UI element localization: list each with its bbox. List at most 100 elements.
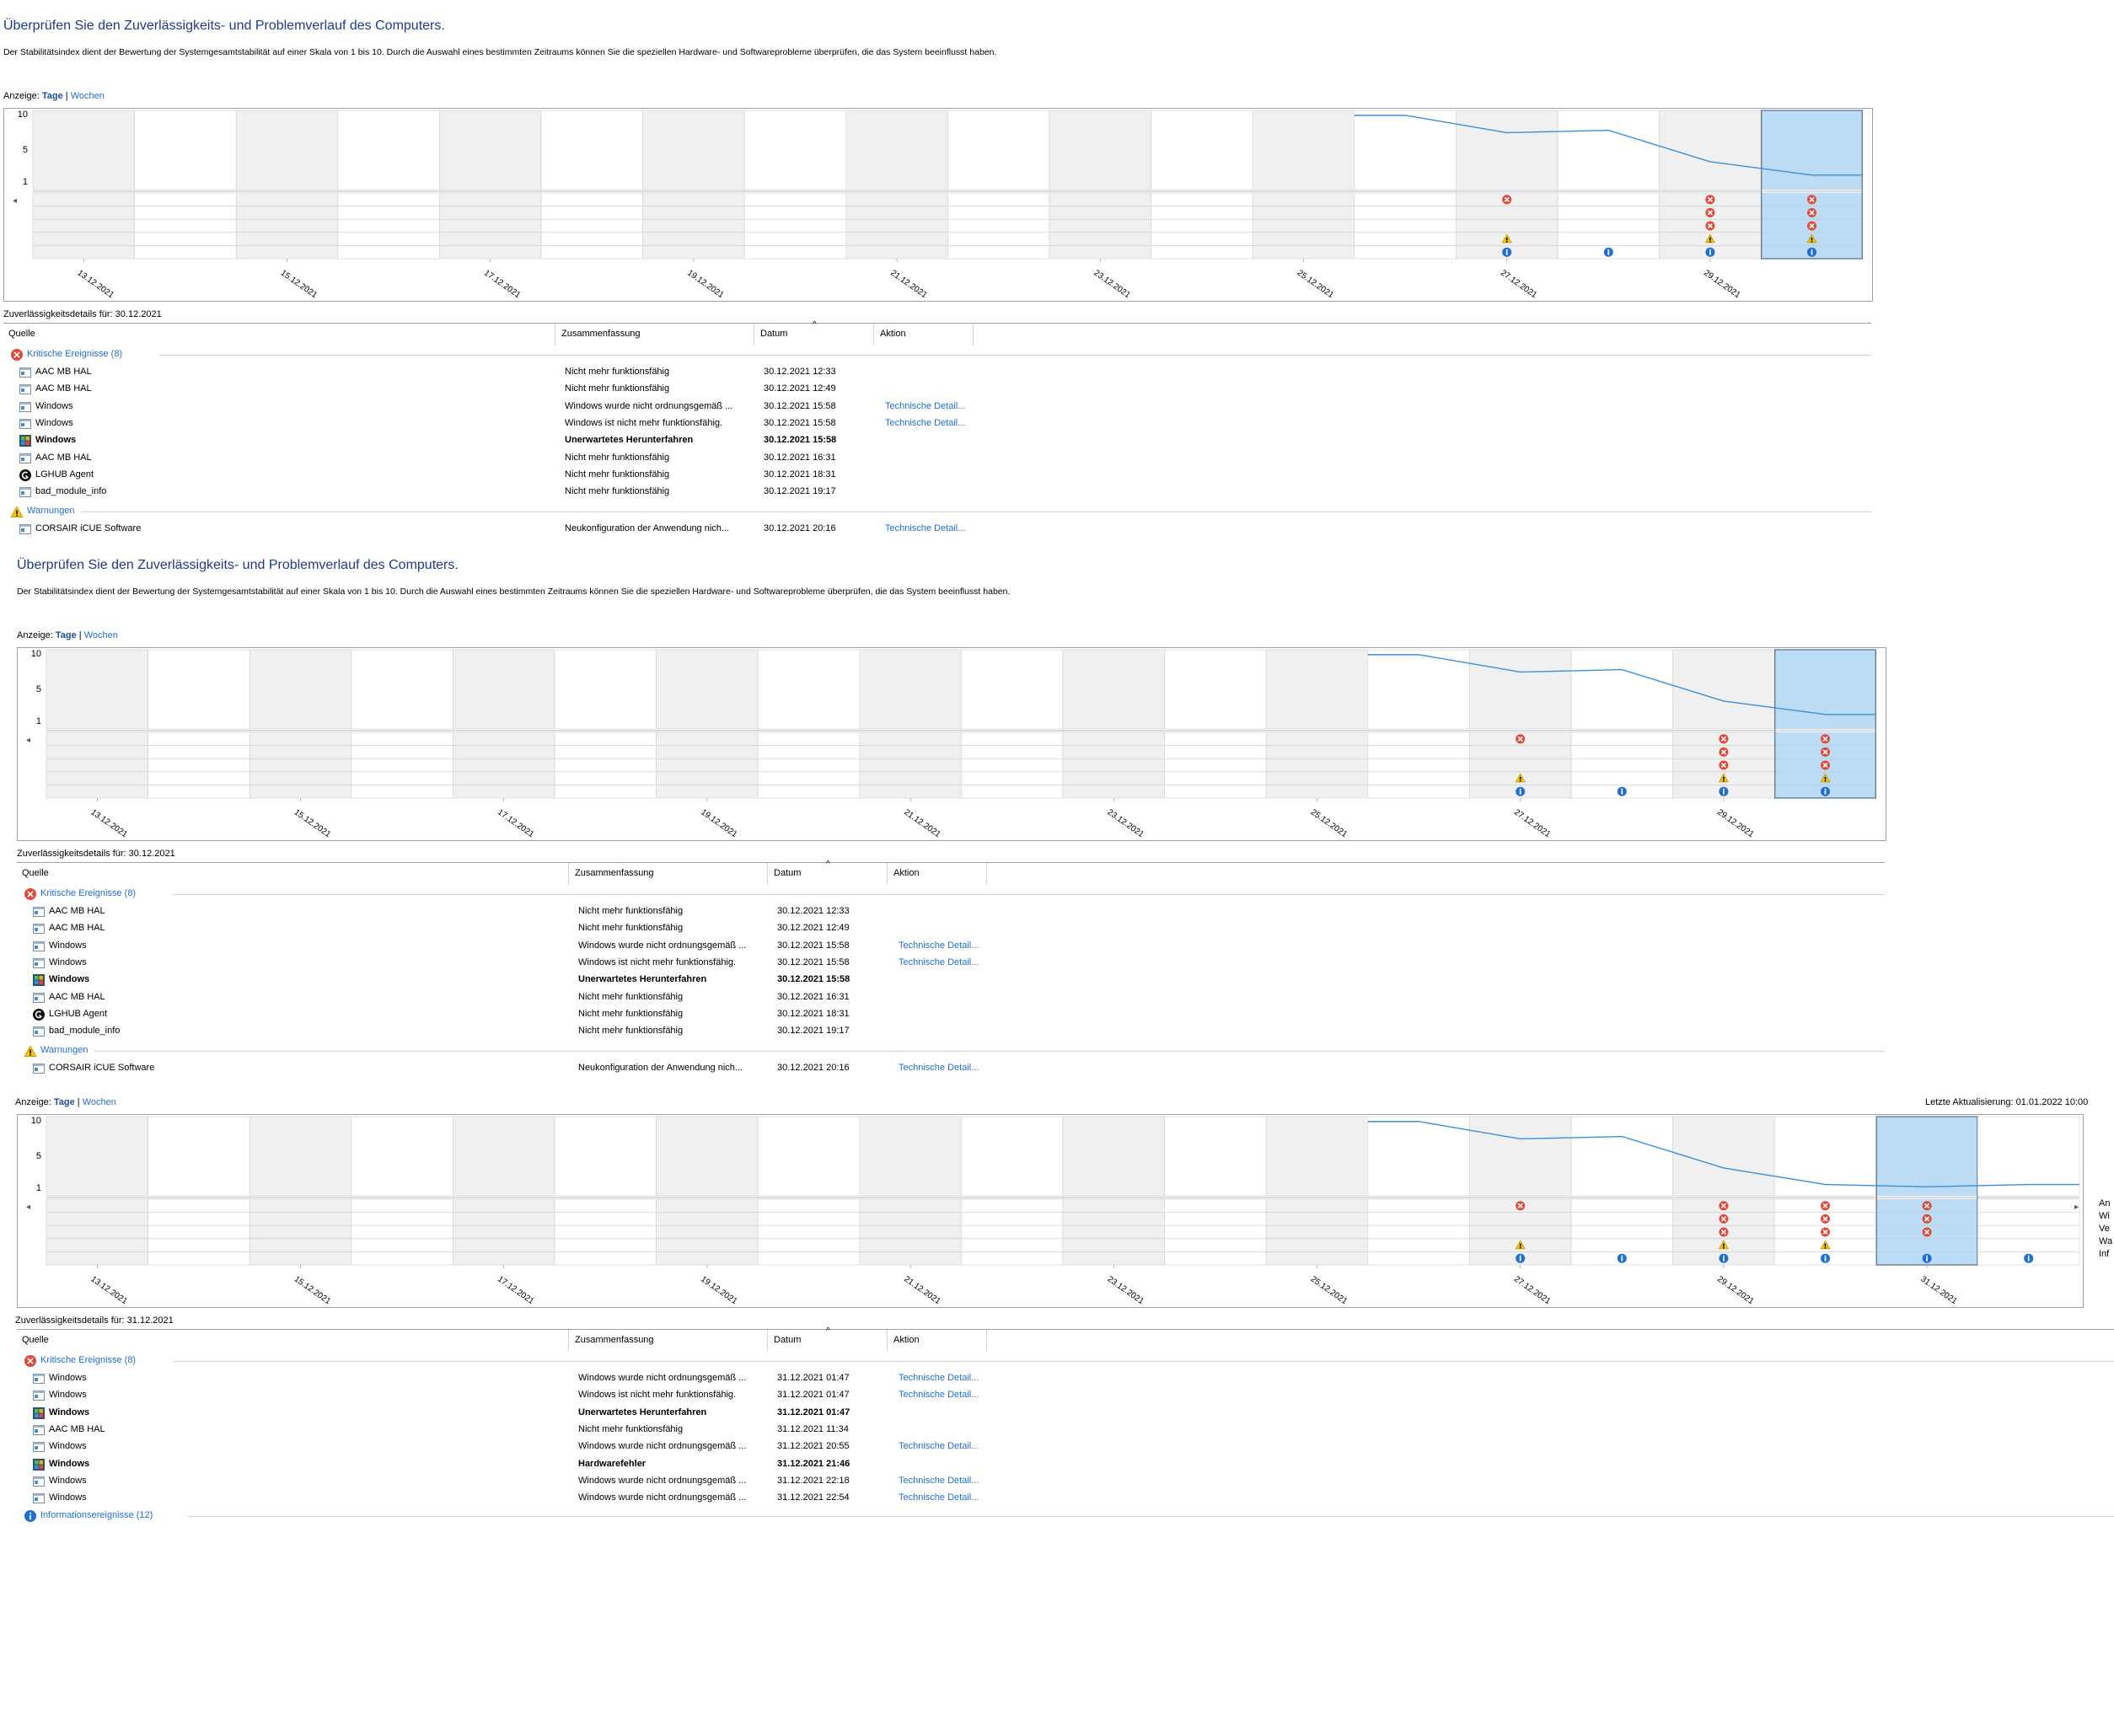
day-column[interactable] — [757, 649, 861, 730]
header-summary[interactable]: Zusammenfassung — [575, 1335, 654, 1345]
stability-chart[interactable]: ◂ 10 5 1 13.12.2021 15.12.2021 17.12.2021 19.12… — [17, 647, 1886, 841]
day-column[interactable] — [337, 110, 440, 190]
table-row[interactable]: AAC MB HAL Nicht mehr funktionsfähig 30.12… — [3, 450, 1871, 467]
event-column[interactable] — [859, 731, 962, 799]
header-date[interactable]: Datum — [774, 1335, 802, 1345]
table-row[interactable]: Windows Windows ist nicht mehr funktionsf… — [17, 955, 1885, 972]
table-row[interactable]: LGHUB Agent Nicht mehr funktionsfähig 30.1… — [3, 467, 1871, 484]
day-column[interactable] — [656, 649, 759, 730]
event-column[interactable] — [351, 731, 453, 799]
day-column[interactable] — [1672, 1116, 1775, 1197]
event-column[interactable] — [1265, 1198, 1369, 1266]
day-column[interactable] — [1672, 649, 1775, 730]
event-column[interactable] — [656, 731, 759, 799]
header-summary[interactable]: Zusammenfassung — [561, 329, 641, 339]
header-action[interactable]: Aktion — [893, 1335, 920, 1345]
table-row[interactable]: CORSAIR iCUE Software Neukonfiguration de… — [17, 1060, 1885, 1077]
event-column[interactable] — [46, 731, 148, 799]
event-column[interactable] — [1367, 1198, 1470, 1266]
day-column[interactable] — [32, 110, 135, 190]
table-row[interactable]: Windows Windows wurde nicht ordnungsgemäß… — [17, 1473, 2114, 1490]
day-column[interactable] — [947, 110, 1050, 190]
header-source[interactable]: Quelle — [8, 329, 35, 339]
table-row[interactable]: Windows Hardwarefehler 31.12.2021 21:46 — [17, 1456, 2114, 1473]
header-summary[interactable]: Zusammenfassung — [575, 868, 654, 878]
day-column[interactable] — [656, 1116, 759, 1197]
day-column[interactable] — [961, 1116, 1064, 1197]
event-column[interactable] — [1049, 192, 1151, 260]
day-column[interactable] — [46, 649, 148, 730]
event-column[interactable] — [453, 731, 555, 799]
event-column[interactable] — [1164, 1198, 1267, 1266]
event-column[interactable] — [249, 1198, 352, 1266]
day-column[interactable] — [439, 110, 542, 190]
event-column[interactable] — [1367, 731, 1470, 799]
table-row[interactable]: Windows Windows wurde nicht ordnungsgemäß… — [17, 938, 1885, 955]
group-header[interactable]: Informationsereignisse (12) — [17, 1508, 2114, 1524]
day-column[interactable] — [1659, 110, 1762, 190]
day-column[interactable] — [554, 1116, 657, 1197]
day-column[interactable] — [1557, 110, 1660, 190]
view-weeks-link[interactable]: Wochen — [82, 1097, 116, 1107]
technical-details-link[interactable]: Technische Detail... — [899, 1492, 979, 1503]
day-column[interactable] — [453, 649, 555, 730]
day-column[interactable] — [1773, 649, 1877, 730]
selected-day-highlight[interactable] — [1773, 649, 1876, 799]
day-column[interactable] — [1570, 649, 1673, 730]
event-column[interactable] — [540, 192, 643, 260]
table-row[interactable]: AAC MB HAL Nicht mehr funktionsfähig 30.12… — [17, 920, 1885, 937]
day-column[interactable] — [1265, 649, 1369, 730]
event-column[interactable] — [757, 1198, 861, 1266]
day-column[interactable] — [351, 1116, 453, 1197]
event-column[interactable] — [148, 1198, 250, 1266]
table-row[interactable]: CORSAIR iCUE Software Neukonfiguration de… — [3, 521, 1871, 538]
event-column[interactable] — [859, 1198, 962, 1266]
header-action[interactable]: Aktion — [880, 329, 906, 339]
event-column[interactable] — [148, 731, 250, 799]
technical-details-link[interactable]: Technische Detail... — [885, 523, 966, 534]
table-row[interactable]: AAC MB HAL Nicht mehr funktionsfähig 30.12… — [3, 381, 1871, 398]
event-column[interactable] — [351, 1198, 453, 1266]
event-column[interactable] — [1062, 731, 1165, 799]
table-row[interactable]: Windows Unerwartetes Herunterfahren 31.12.… — [17, 1405, 2114, 1422]
stability-chart[interactable]: ◂ 10 5 1 13.12.2021 15.12.2021 17.12.2021 19.12… — [17, 1114, 2084, 1308]
view-weeks-link[interactable]: Wochen — [83, 630, 118, 640]
day-column[interactable] — [540, 110, 643, 190]
event-column[interactable] — [554, 1198, 657, 1266]
event-column[interactable] — [1265, 731, 1369, 799]
technical-details-link[interactable]: Technische Detail... — [899, 1390, 979, 1401]
table-row[interactable]: Windows Windows wurde nicht ordnungsgemäß… — [17, 1490, 2114, 1507]
scroll-left-arrow[interactable]: ◂ — [13, 196, 17, 206]
event-column[interactable] — [1151, 192, 1253, 260]
day-column[interactable] — [961, 649, 1064, 730]
day-column[interactable] — [1367, 1116, 1470, 1197]
event-column[interactable] — [453, 1198, 555, 1266]
event-column[interactable] — [1164, 731, 1267, 799]
event-column[interactable] — [1062, 1198, 1165, 1266]
day-column[interactable] — [845, 110, 948, 190]
view-weeks-link[interactable]: Wochen — [70, 91, 105, 101]
day-column[interactable] — [1164, 649, 1267, 730]
table-row[interactable]: Windows Windows ist nicht mehr funktionsf… — [3, 415, 1871, 432]
header-date[interactable]: Datum — [760, 329, 788, 339]
technical-details-link[interactable]: Technische Detail... — [899, 940, 979, 951]
day-column[interactable] — [134, 110, 237, 190]
table-row[interactable]: AAC MB HAL Nicht mehr funktionsfähig 30.12… — [17, 989, 1885, 1006]
table-row[interactable]: Windows Windows wurde nicht ordnungsgemäß… — [17, 1439, 2114, 1455]
event-column[interactable] — [1354, 192, 1457, 260]
event-column[interactable] — [46, 1198, 148, 1266]
day-column[interactable] — [249, 649, 352, 730]
event-column[interactable] — [961, 1198, 1064, 1266]
day-column[interactable] — [1977, 1116, 2080, 1197]
day-column[interactable] — [859, 649, 962, 730]
technical-details-link[interactable]: Technische Detail... — [885, 400, 966, 411]
event-column[interactable] — [656, 1198, 759, 1266]
event-column[interactable] — [1252, 192, 1355, 260]
technical-details-link[interactable]: Technische Detail... — [899, 1373, 979, 1383]
day-column[interactable] — [1570, 1116, 1673, 1197]
table-row[interactable]: bad_module_info Nicht mehr funktionsfähig… — [17, 1023, 1885, 1040]
event-column[interactable] — [32, 192, 135, 260]
day-column[interactable] — [1164, 1116, 1267, 1197]
day-column[interactable] — [1265, 1116, 1369, 1197]
day-column[interactable] — [1469, 649, 1572, 730]
